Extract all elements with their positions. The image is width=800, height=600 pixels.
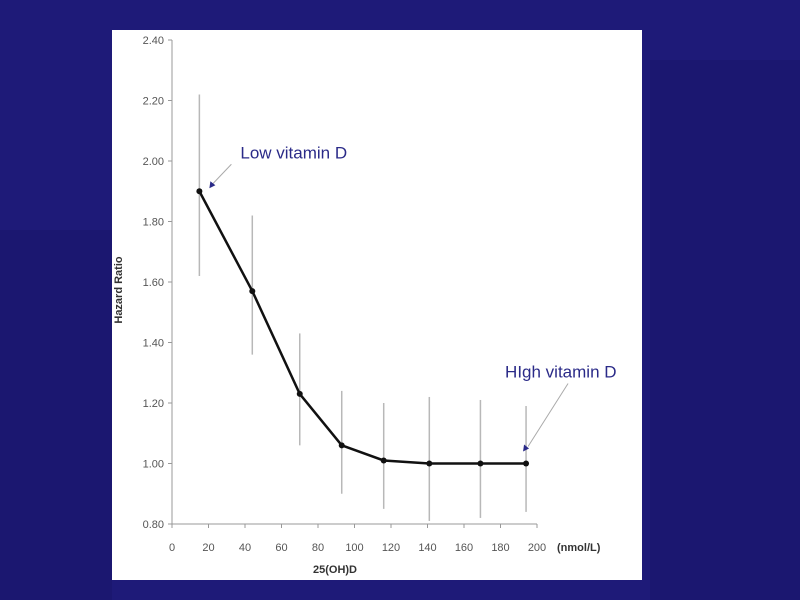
y-tick-label: 1.40	[143, 338, 164, 350]
y-tick-label: 1.60	[143, 277, 164, 289]
series-line	[198, 190, 527, 465]
x-tick-label: 60	[275, 542, 287, 554]
y-tick-label: 2.40	[143, 35, 164, 47]
annotation-low-vitamin-d: Low vitamin D	[240, 143, 347, 162]
y-tick-label: 0.80	[143, 519, 164, 531]
data-point	[296, 390, 303, 397]
data-points	[196, 188, 530, 467]
y-tick-label: 2.20	[143, 96, 164, 108]
x-tick-label: 100	[345, 542, 363, 554]
annotation-high-vitamin-d: HIgh vitamin D	[505, 363, 616, 382]
x-tick-label: 0	[169, 542, 175, 554]
data-point	[196, 188, 203, 195]
x-tick-label: 180	[491, 542, 509, 554]
data-point	[380, 457, 387, 464]
y-axis-title: Hazard Ratio	[113, 256, 125, 324]
x-tick-label: 140	[418, 542, 436, 554]
y-tick-label: 1.00	[143, 459, 164, 471]
x-tick-label: 20	[202, 542, 214, 554]
error-bars	[198, 94, 527, 521]
x-tick-label: 200	[528, 542, 546, 554]
data-point	[523, 460, 530, 467]
series-line-group	[198, 190, 527, 465]
annotation-arrowhead-low	[209, 181, 216, 189]
y-tick-label: 1.20	[143, 398, 164, 410]
data-point	[426, 460, 433, 467]
annotation-leader-low	[211, 163, 232, 186]
x-tick-label: 120	[382, 542, 400, 554]
annotation-arrowhead-high	[523, 444, 530, 452]
x-axis-unit: (nmol/L)	[557, 542, 601, 554]
annotation-leader-high	[527, 383, 569, 447]
annotations: Low vitamin D HIgh vitamin D	[209, 143, 617, 452]
x-tick-label: 80	[312, 542, 324, 554]
data-point	[477, 460, 484, 467]
x-tick-label: 40	[239, 542, 251, 554]
y-tick-label: 1.80	[143, 217, 164, 229]
x-tick-label: 160	[455, 542, 473, 554]
data-point	[249, 288, 256, 295]
background-shape-left	[0, 230, 112, 600]
axes: 0.80 1.00 1.20 1.40 1.60 1.80 2.00 2.20 2.40 0 20 4…	[143, 35, 547, 554]
x-axis-title: 25(OH)D	[313, 564, 357, 576]
data-point	[338, 442, 345, 449]
background-shape-right	[650, 60, 800, 600]
y-tick-label: 2.00	[143, 156, 164, 168]
chart-panel	[112, 30, 642, 580]
